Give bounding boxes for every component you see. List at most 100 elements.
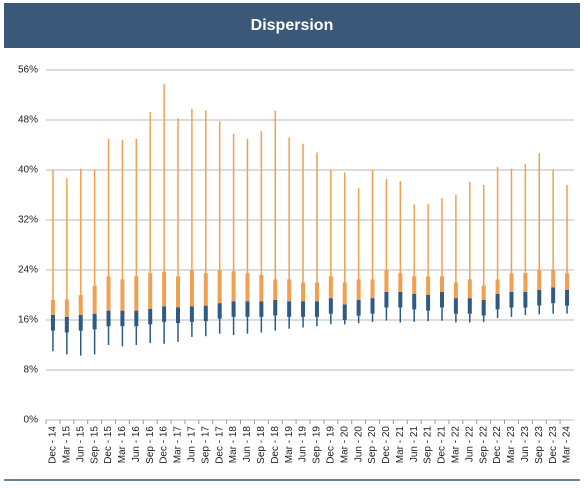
upper-box: [134, 276, 139, 311]
lower-whisker: [441, 307, 443, 321]
x-tick-label: Dec - 21: [437, 426, 448, 464]
x-tick-label: Jun - 23: [520, 426, 531, 463]
x-tick-label: Sep - 22: [478, 426, 489, 464]
lower-box: [426, 295, 431, 311]
upper-box: [301, 282, 306, 302]
lower-box: [537, 290, 542, 306]
y-tick-label: 48%: [18, 115, 38, 126]
lower-whisker: [191, 321, 193, 337]
x-tick-label: Mar - 19: [284, 426, 295, 464]
lower-box: [287, 301, 292, 317]
y-tick-label: 32%: [18, 215, 38, 226]
x-tick-label: Jun - 20: [353, 426, 364, 463]
lower-box: [106, 310, 111, 327]
upper-box: [231, 271, 236, 302]
lower-whisker: [232, 316, 235, 335]
x-tick-label: Sep - 18: [256, 426, 267, 464]
lower-box: [495, 293, 500, 310]
lower-box: [259, 301, 264, 317]
upper-box: [537, 270, 542, 290]
lower-box: [134, 310, 139, 327]
upper-whisker: [427, 203, 429, 277]
lower-box: [64, 316, 69, 333]
x-tick-label: Dec - 22: [492, 426, 503, 464]
x-tick-label: Mar - 18: [228, 426, 239, 464]
x-tick-label: Dec - 16: [159, 426, 170, 464]
upper-whisker: [552, 170, 554, 270]
upper-box: [287, 279, 292, 302]
upper-whisker: [232, 133, 235, 272]
upper-box: [370, 279, 375, 299]
lower-whisker: [288, 316, 290, 329]
lower-box: [148, 308, 153, 325]
lower-whisker: [135, 326, 138, 345]
x-tick-label: Sep - 21: [423, 426, 434, 464]
x-tick-label: Dec - 23: [548, 426, 559, 464]
x-tick-label: Sep - 17: [200, 426, 211, 464]
upper-whisker: [107, 138, 110, 277]
x-tick-label: Mar - 17: [173, 426, 184, 464]
lower-whisker: [385, 307, 388, 321]
lower-whisker: [52, 330, 54, 352]
upper-whisker: [316, 152, 318, 283]
upper-box: [523, 273, 528, 292]
lower-whisker: [107, 326, 110, 345]
upper-whisker: [343, 172, 346, 283]
y-tick-label: 24%: [18, 265, 38, 276]
lower-whisker: [218, 318, 221, 334]
title-banner: [4, 3, 580, 48]
lower-whisker: [205, 321, 207, 337]
upper-box: [106, 276, 111, 311]
lower-whisker: [524, 307, 527, 315]
x-tick-label: Jun - 21: [409, 426, 420, 463]
lower-box: [301, 301, 306, 317]
upper-whisker: [524, 163, 527, 274]
upper-whisker: [482, 185, 485, 286]
x-tick-label: Dec - 17: [214, 426, 225, 464]
upper-whisker: [441, 198, 443, 277]
lower-whisker: [177, 323, 179, 342]
upper-whisker: [191, 108, 193, 270]
x-tick-label: Dec - 19: [325, 426, 336, 464]
upper-whisker: [274, 110, 277, 280]
y-tick-label: 16%: [18, 315, 38, 326]
x-tick-label: Sep - 19: [312, 426, 323, 464]
upper-whisker: [260, 131, 263, 275]
upper-box: [565, 273, 570, 290]
lower-box: [481, 300, 486, 316]
lower-whisker: [93, 329, 96, 355]
lower-whisker: [413, 309, 415, 322]
upper-whisker: [66, 178, 68, 300]
upper-box: [217, 270, 222, 304]
lower-whisker: [121, 326, 124, 347]
lower-box: [162, 306, 167, 322]
lower-whisker: [163, 321, 165, 344]
upper-box: [189, 270, 194, 307]
x-tick-label: Mar - 24: [562, 426, 573, 464]
x-tick-label: Dec - 20: [381, 426, 392, 464]
x-tick-label: Mar - 20: [339, 426, 350, 464]
lower-whisker: [469, 313, 471, 323]
upper-whisker: [510, 168, 513, 274]
x-tick-label: Jun - 15: [75, 426, 86, 463]
upper-box: [259, 275, 264, 302]
lower-whisker: [399, 307, 402, 323]
upper-box: [453, 282, 458, 299]
lower-box: [314, 301, 319, 317]
y-tick-label: 56%: [18, 65, 38, 76]
lower-box: [217, 303, 222, 319]
lower-whisker: [496, 309, 499, 319]
upper-box: [426, 276, 431, 295]
x-tick-label: Jun - 22: [464, 426, 475, 463]
lower-box: [92, 313, 97, 330]
upper-box: [273, 279, 278, 300]
upper-whisker: [455, 195, 457, 283]
upper-box: [328, 276, 333, 299]
lower-box: [453, 298, 458, 314]
y-tick-label: 8%: [24, 365, 39, 376]
upper-whisker: [205, 110, 207, 274]
x-tick-label: Sep - 20: [367, 426, 378, 464]
lower-whisker: [357, 315, 360, 324]
lower-whisker: [427, 310, 429, 322]
